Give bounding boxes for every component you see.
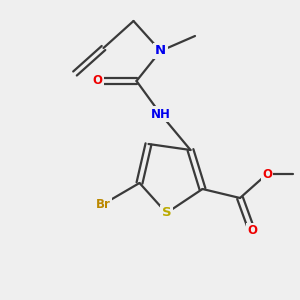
Text: O: O <box>262 167 272 181</box>
Text: O: O <box>247 224 257 238</box>
Text: O: O <box>92 74 103 88</box>
Text: Br: Br <box>96 197 111 211</box>
Text: N: N <box>155 44 166 58</box>
Text: S: S <box>162 206 171 220</box>
Text: NH: NH <box>151 107 170 121</box>
